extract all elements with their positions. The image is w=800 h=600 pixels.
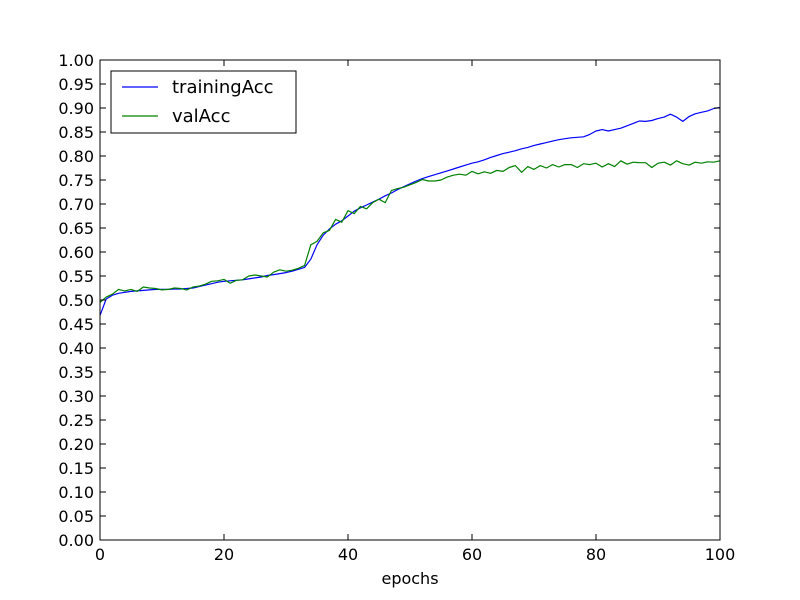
y-tick-label: 0.60 [58, 243, 94, 262]
x-tick-label: 40 [338, 545, 358, 564]
y-tick-label: 0.40 [58, 339, 94, 358]
y-tick-label: 1.00 [58, 51, 94, 70]
y-tick-label: 0.90 [58, 99, 94, 118]
x-tick-label: 100 [705, 545, 736, 564]
legend: trainingAcc valAcc [110, 70, 297, 134]
y-tick-label: 0.10 [58, 483, 94, 502]
y-tick-label: 0.75 [58, 171, 94, 190]
legend-label-valAcc: valAcc [172, 106, 230, 127]
x-tick-label: 20 [214, 545, 234, 564]
y-tick-label: 0.95 [58, 75, 94, 94]
y-tick-label: 0.20 [58, 435, 94, 454]
y-tick-label: 0.85 [58, 123, 94, 142]
plot-frame [99, 59, 721, 541]
legend-box [110, 70, 297, 134]
x-tick-label: 80 [586, 545, 606, 564]
ticks-layer: 0 20 40 60 80 100 0.00 0.05 0.10 0.15 0.20 0.25 0.30… [58, 51, 735, 564]
y-tick-label: 0.65 [58, 219, 94, 238]
y-tick-label: 0.35 [58, 363, 94, 382]
series-line-valAcc [99, 160, 721, 303]
x-tick-label: 60 [462, 545, 482, 564]
x-axis-label: epochs [381, 569, 438, 588]
y-tick-label: 0.15 [58, 459, 94, 478]
series-layer [99, 106, 721, 316]
y-tick-label: 0.25 [58, 411, 94, 430]
legend-label-trainingAcc: trainingAcc [172, 77, 274, 98]
x-tick-label: 0 [95, 545, 105, 564]
plot-area [100, 60, 720, 540]
y-tick-label: 0.45 [58, 315, 94, 334]
y-tick-label: 0.05 [58, 507, 94, 526]
series-line-trainingAcc [99, 106, 721, 316]
y-tick-label: 0.50 [58, 291, 94, 310]
y-tick-label: 0.30 [58, 387, 94, 406]
y-tick-label: 0.80 [58, 147, 94, 166]
y-tick-label: 0.55 [58, 267, 94, 286]
y-tick-label: 0.00 [58, 531, 94, 550]
y-tick-label: 0.70 [58, 195, 94, 214]
